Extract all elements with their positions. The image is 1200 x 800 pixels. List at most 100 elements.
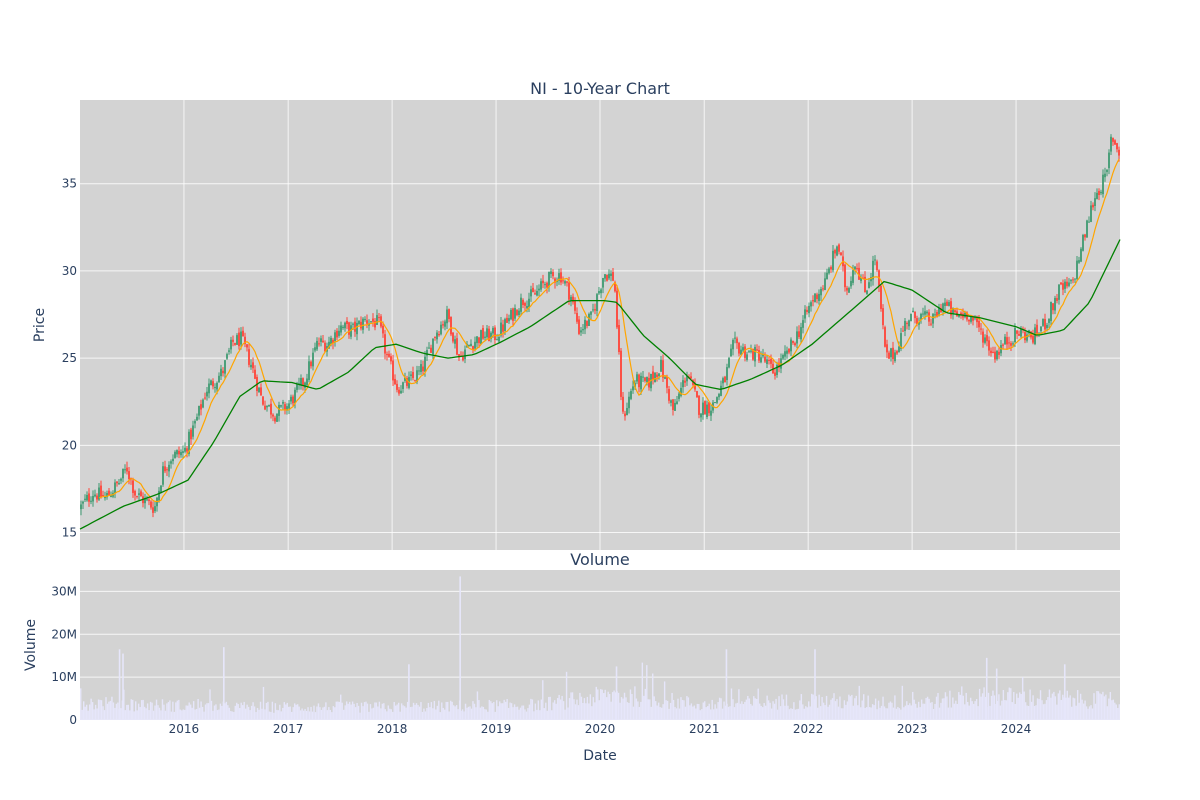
candle-body (576, 312, 578, 322)
candle (1048, 318, 1050, 329)
candle-body (204, 397, 206, 399)
candle-body (716, 397, 718, 403)
candle-body (930, 323, 932, 325)
candle (872, 255, 874, 286)
volume-bar (464, 703, 467, 720)
candle-body (700, 413, 702, 418)
volume-bar (320, 709, 323, 720)
volume-bar (392, 711, 394, 720)
volume-bar (782, 699, 785, 720)
candle-body (768, 359, 770, 361)
candle (502, 319, 504, 338)
volume-bar (923, 703, 926, 720)
candle (798, 325, 800, 340)
price-y-tick-35: 35 (62, 177, 77, 191)
candle (710, 404, 712, 421)
volume-bar (452, 705, 455, 720)
candle-body (850, 280, 852, 287)
candle-body (158, 490, 160, 501)
candle (102, 490, 104, 497)
candle (968, 319, 970, 325)
candle-body (770, 358, 772, 364)
volume-bar (273, 712, 275, 720)
candle (714, 401, 716, 404)
candle-body (532, 287, 534, 293)
volume-bar (778, 696, 780, 720)
volume-bar (955, 700, 957, 720)
candle-body (1040, 326, 1042, 331)
candle (206, 386, 208, 401)
candle-body (922, 313, 924, 315)
candle (586, 320, 588, 329)
volume-bar (1033, 706, 1036, 720)
candle-body (190, 429, 192, 440)
volume-bar (356, 702, 358, 720)
candle (470, 339, 472, 347)
volume-bar (448, 711, 450, 720)
volume-bar (528, 704, 531, 720)
volume-bar (1045, 700, 1048, 720)
candle (642, 371, 644, 382)
candle (386, 351, 388, 361)
candle (158, 487, 160, 503)
volume-bar (594, 702, 596, 720)
volume-bar (839, 696, 841, 720)
candle (1056, 294, 1058, 304)
volume-bar (1072, 697, 1074, 720)
volume-bar (189, 704, 192, 720)
candle-body (1058, 284, 1060, 300)
volume-bar (980, 696, 982, 720)
volume-bar-spike (1063, 664, 1066, 720)
candle-body (218, 375, 220, 383)
volume-bar-spike (615, 666, 618, 720)
candle (132, 477, 134, 498)
volume-bar (469, 706, 471, 720)
volume-bar (576, 699, 578, 720)
volume-bar (701, 709, 703, 720)
candle (874, 255, 876, 266)
candle-body (248, 349, 250, 365)
volume-bar (638, 706, 641, 720)
volume-bar (692, 706, 694, 720)
candle-body (504, 319, 506, 331)
candle (356, 317, 358, 341)
volume-bar (935, 696, 938, 720)
candle (1026, 331, 1028, 343)
volume-bar (858, 685, 860, 720)
candle-body (846, 287, 848, 291)
volume-bar (435, 709, 437, 720)
candle (98, 482, 100, 502)
candle-body (918, 321, 920, 325)
candle-body (246, 344, 248, 348)
candle-body (844, 264, 846, 288)
volume-bar (1068, 697, 1070, 720)
volume-bar (926, 696, 929, 720)
volume-bar (799, 700, 801, 720)
volume-bar (184, 709, 186, 720)
volume-bar (530, 698, 532, 720)
candle (610, 270, 612, 282)
volume-bar (187, 705, 189, 720)
candle (766, 355, 768, 369)
candle-body (1034, 327, 1036, 345)
volume-bar (724, 705, 727, 720)
candle (340, 321, 342, 336)
candle-body (984, 337, 986, 343)
candle (262, 396, 264, 406)
volume-bar (247, 706, 250, 720)
volume-bar (864, 707, 866, 720)
candle-body (346, 321, 348, 324)
volume-bar (892, 707, 895, 720)
volume-bar (178, 699, 180, 720)
volume-bar (387, 705, 389, 720)
volume-bar (228, 707, 231, 720)
candle (674, 399, 676, 411)
volume-bar (871, 704, 874, 720)
candle (116, 481, 118, 487)
volume-bar (681, 699, 684, 720)
volume-bar (145, 708, 147, 720)
volume-bar (816, 707, 819, 720)
volume-bar (536, 709, 538, 720)
candle-body (610, 273, 612, 276)
volume-bar (1078, 702, 1080, 720)
